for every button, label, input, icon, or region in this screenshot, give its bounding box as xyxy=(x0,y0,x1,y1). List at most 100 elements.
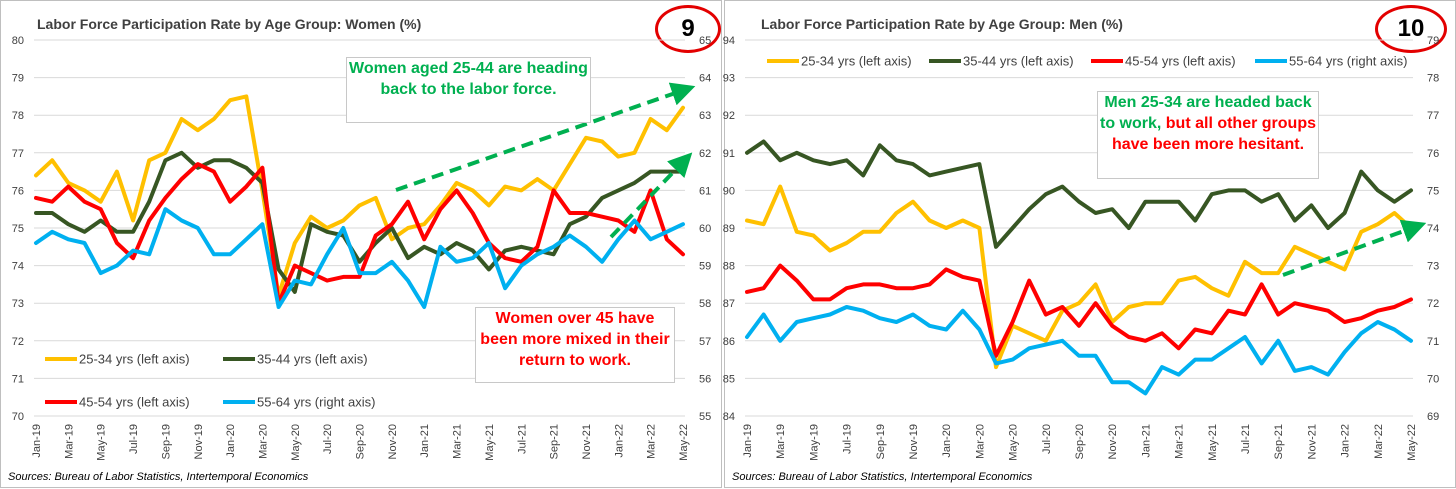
men-chart-svg: 84 85 86 87 88 89 90 91 92 93 94 69 70 71 72 73 74 75 76 77… xyxy=(723,35,1440,461)
x-tick-label: Nov-21 xyxy=(1306,424,1318,459)
annotation-men-green: Men 25-34 are headed back to work, xyxy=(1099,94,1312,132)
y-right-tick-label: 70 xyxy=(1427,373,1439,385)
x-tick-label: Mar-20 xyxy=(974,424,986,459)
y-right-tick-label: 57 xyxy=(699,336,711,348)
y-right-tick-label: 61 xyxy=(699,185,711,197)
chart-number-badge: 10 xyxy=(1375,5,1447,53)
y-left-tick-label: 84 xyxy=(723,411,735,423)
y-right-tick-label: 56 xyxy=(699,373,711,385)
x-tick-label: May-20 xyxy=(290,424,302,461)
y-right-tick-label: 62 xyxy=(699,148,711,160)
series-line xyxy=(34,150,685,294)
y-right-tick-label: 63 xyxy=(699,110,711,122)
series-line xyxy=(34,94,685,298)
annotation-men: Men 25-34 are headed back to work, but a… xyxy=(1097,91,1319,179)
x-tick-label: Sep-21 xyxy=(1273,424,1285,459)
y-left-tick-label: 87 xyxy=(723,298,735,310)
y-right-tick-label: 74 xyxy=(1427,223,1439,235)
source-note: Sources: Bureau of Labor Statistics, Int… xyxy=(732,471,1033,483)
series-line xyxy=(745,263,1413,358)
trend-arrow xyxy=(395,82,696,192)
x-tick-label: Jan-19 xyxy=(742,424,754,458)
y-left-tick-label: 90 xyxy=(723,185,735,197)
x-tick-label: Jul-21 xyxy=(516,424,528,454)
y-left-tick-label: 74 xyxy=(12,261,24,273)
x-tick-label: Jan-20 xyxy=(225,424,237,458)
x-tick-label: May-22 xyxy=(678,424,690,461)
x-tick-label: Sep-19 xyxy=(160,424,172,459)
x-tick-label: Nov-19 xyxy=(908,424,920,459)
legend-label: 55-64 yrs (right axis) xyxy=(257,395,375,410)
x-tick-label: Jan-19 xyxy=(31,424,43,458)
y-right-tick-label: 75 xyxy=(1427,185,1439,197)
y-right-tick-label: 78 xyxy=(1427,73,1439,85)
y-left-tick-label: 94 xyxy=(723,35,735,47)
x-tick-label: Sep-20 xyxy=(355,424,367,459)
legend-label: 45-54 yrs (left axis) xyxy=(1125,54,1236,69)
x-tick-label: Nov-19 xyxy=(193,424,205,459)
y-left-tick-label: 85 xyxy=(723,373,735,385)
y-left-tick-label: 88 xyxy=(723,261,735,273)
y-right-tick-label: 76 xyxy=(1427,148,1439,160)
chart-title: Labor Force Participation Rate by Age Gr… xyxy=(37,16,422,32)
x-tick-label: Sep-21 xyxy=(549,424,561,459)
x-tick-label: Jul-19 xyxy=(128,424,140,454)
legend-label: 35-44 yrs (left axis) xyxy=(257,352,368,367)
y-right-tick-label: 79 xyxy=(1427,35,1439,47)
y-right-tick-label: 55 xyxy=(699,411,711,423)
men-chart-panel: Labor Force Participation Rate by Age Gr… xyxy=(723,0,1456,488)
series-line xyxy=(34,162,685,306)
legend-label: 25-34 yrs (left axis) xyxy=(801,54,912,69)
y-left-tick-label: 77 xyxy=(12,148,24,160)
trend-arrow xyxy=(609,152,693,239)
y-left-tick-label: 71 xyxy=(12,373,24,385)
x-tick-label: Nov-21 xyxy=(581,424,593,459)
annotation-women-over-45: Women over 45 have been more mixed in th… xyxy=(475,307,675,383)
y-left-tick-label: 86 xyxy=(723,336,735,348)
x-tick-label: May-21 xyxy=(484,424,496,461)
y-right-tick-label: 77 xyxy=(1427,110,1439,122)
x-tick-label: May-20 xyxy=(1008,424,1020,461)
y-right-tick-label: 69 xyxy=(1427,411,1439,423)
x-tick-label: Nov-20 xyxy=(1107,424,1119,459)
y-right-tick-label: 65 xyxy=(699,35,711,47)
x-tick-label: Jan-21 xyxy=(419,424,431,458)
legend-label: 45-54 yrs (left axis) xyxy=(79,395,190,410)
x-tick-label: Sep-20 xyxy=(1074,424,1086,459)
annotation-women-25-44: Women aged 25-44 are heading back to the… xyxy=(346,57,591,123)
series-line xyxy=(745,305,1413,396)
series-line xyxy=(34,207,685,309)
x-tick-label: Sep-19 xyxy=(875,424,887,459)
legend-label: 35-44 yrs (left axis) xyxy=(963,54,1074,69)
legend-label: 25-34 yrs (left axis) xyxy=(79,352,190,367)
x-tick-label: Jan-22 xyxy=(1340,424,1352,458)
series-line xyxy=(745,184,1413,370)
x-tick-label: May-21 xyxy=(1207,424,1219,461)
x-tick-label: Mar-19 xyxy=(775,424,787,459)
chart-title: Labor Force Participation Rate by Age Gr… xyxy=(761,16,1123,32)
x-tick-label: Mar-19 xyxy=(63,424,75,459)
x-tick-label: Jan-21 xyxy=(1140,424,1152,458)
y-right-tick-label: 64 xyxy=(699,73,711,85)
x-tick-label: Mar-20 xyxy=(257,424,269,459)
y-left-tick-label: 93 xyxy=(723,73,735,85)
trend-arrow xyxy=(1282,219,1427,277)
x-tick-label: May-19 xyxy=(808,424,820,461)
y-left-tick-label: 79 xyxy=(12,73,24,85)
y-right-tick-label: 60 xyxy=(699,223,711,235)
x-tick-label: Jan-22 xyxy=(613,424,625,458)
x-tick-label: May-22 xyxy=(1406,424,1418,461)
x-tick-label: Jul-20 xyxy=(322,424,334,454)
y-left-tick-label: 75 xyxy=(12,223,24,235)
y-right-tick-label: 71 xyxy=(1427,336,1439,348)
x-tick-label: Jul-19 xyxy=(842,424,854,454)
source-note: Sources: Bureau of Labor Statistics, Int… xyxy=(8,471,309,483)
chart-number-badge: 9 xyxy=(655,5,721,53)
y-left-tick-label: 91 xyxy=(723,148,735,160)
annotation-men-red: but all other groups have been more hesi… xyxy=(1111,115,1316,153)
x-tick-label: Mar-22 xyxy=(646,424,658,459)
y-left-tick-label: 76 xyxy=(12,185,24,197)
y-left-tick-label: 72 xyxy=(12,336,24,348)
x-tick-label: Jan-20 xyxy=(941,424,953,458)
y-left-tick-label: 80 xyxy=(12,35,24,47)
